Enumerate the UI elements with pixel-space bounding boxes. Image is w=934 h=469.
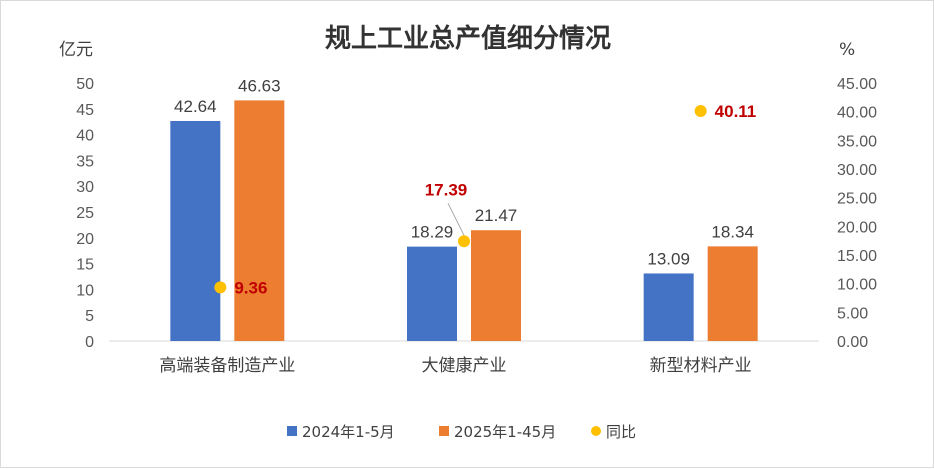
growth-value-label: 9.36 [234,278,267,297]
left-axis: 0 5 10 15 20 25 30 35 40 45 50 [76,76,94,351]
legend-label: 2024年1-5月 [302,423,395,441]
left-tick-label: 45 [76,102,94,119]
bar [234,100,285,342]
category-label: 大健康产业 [422,356,507,376]
left-tick-label: 50 [76,76,94,93]
legend-label: 同比 [606,423,636,441]
growth-point [458,235,470,248]
right-axis: 0.00 5.00 10.00 15.00 20.00 25.00 30.00 35.00 40… [837,76,877,351]
growth-series: 9.36 17.39 40.11 [214,102,756,297]
bar [643,273,694,341]
bar-value-label: 46.63 [238,76,281,95]
legend-label: 2025年1-45月 [454,423,556,441]
left-tick-label: 5 [85,308,94,325]
category-label: 新型材料产业 [650,356,752,376]
right-tick-label: 25.00 [837,191,877,208]
right-tick-label: 20.00 [837,219,877,236]
bar [707,246,758,341]
legend-swatch [287,426,297,436]
right-tick-label: 30.00 [837,162,877,179]
bar [471,230,521,341]
left-tick-label: 20 [76,231,94,248]
legend-swatch [439,426,449,436]
left-tick-label: 0 [85,334,94,351]
growth-value-label: 40.11 [715,102,757,121]
bar-series: 42.64 18.29 13.09 46.63 21.47 18.34 [170,76,758,342]
left-tick-label: 25 [76,205,94,222]
left-tick-label: 30 [76,179,94,196]
left-axis-unit: 亿元 [59,40,93,60]
category-axis: 高端装备制造产业 大健康产业 新型材料产业 [159,356,751,376]
bar [407,246,457,341]
right-axis-unit: % [839,40,855,60]
bar-value-label: 18.29 [411,223,454,242]
bar-value-label: 42.64 [174,97,217,116]
growth-value-label: 17.39 [425,180,468,199]
legend: 2024年1-5月 2025年1-45月 同比 [287,423,636,441]
legend-marker [591,426,601,436]
bar-value-label: 21.47 [475,206,518,225]
left-tick-label: 15 [76,257,94,274]
right-tick-label: 0.00 [837,334,868,351]
category-label: 高端装备制造产业 [159,356,295,376]
right-tick-label: 15.00 [837,248,877,265]
label-leader-line [447,203,465,236]
chart-title: 规上工业总产值细分情况 [325,23,611,54]
right-tick-label: 5.00 [837,305,868,322]
right-tick-label: 45.00 [837,76,877,93]
right-tick-label: 10.00 [837,277,877,294]
right-tick-label: 40.00 [837,105,877,122]
growth-point [214,281,227,294]
bar-value-label: 18.34 [711,222,754,241]
left-tick-label: 10 [76,282,94,299]
right-tick-label: 35.00 [837,133,877,150]
growth-point [694,105,707,118]
bar-value-label: 13.09 [647,249,690,268]
left-tick-label: 40 [76,128,94,145]
bar [170,120,221,341]
left-tick-label: 35 [76,153,94,170]
